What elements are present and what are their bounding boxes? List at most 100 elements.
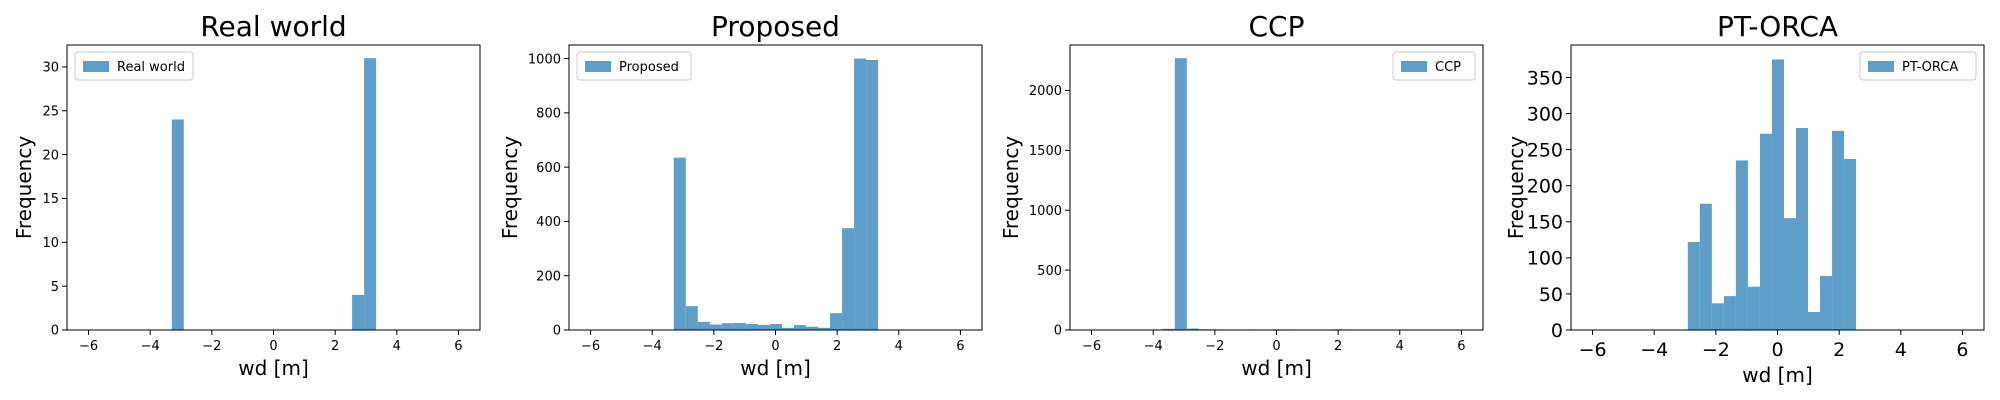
x-tick-label: 2 <box>1833 339 1845 361</box>
x-tick-label: −4 <box>1144 339 1163 354</box>
y-tick-label: 150 <box>1527 212 1563 234</box>
y-tick-label: 1500 <box>1029 144 1062 159</box>
histogram-bar <box>793 325 807 330</box>
legend-swatch <box>1868 61 1894 72</box>
y-axis-label: Frequency <box>12 136 36 239</box>
y-tick-label: 0 <box>1551 320 1563 342</box>
x-axis-label: wd [m] <box>238 356 309 380</box>
y-tick-label: 200 <box>536 269 561 284</box>
x-tick-label: −2 <box>1702 339 1730 361</box>
legend-swatch <box>1401 61 1427 72</box>
x-tick-label: 2 <box>331 339 339 354</box>
y-tick-label: 250 <box>1527 139 1563 161</box>
y-tick-label: 500 <box>1037 264 1062 279</box>
histogram-bar <box>1711 303 1724 330</box>
x-tick-label: 0 <box>771 339 779 354</box>
legend-box <box>1392 51 1476 81</box>
chart-title: Proposed <box>711 10 840 43</box>
y-tick-label: 200 <box>1527 176 1563 198</box>
plot-frame <box>1069 44 1484 331</box>
y-axis-label: Frequency <box>498 136 522 239</box>
y-tick-label: 15 <box>42 192 59 207</box>
histogram-bar <box>842 228 855 330</box>
x-tick-label: 0 <box>269 339 277 354</box>
histogram-bar <box>781 327 794 330</box>
y-tick-label: 50 <box>1539 284 1563 306</box>
x-tick-label: −6 <box>1579 339 1607 361</box>
x-tick-label: 4 <box>1396 339 1404 354</box>
histogram-bar <box>1735 160 1748 330</box>
histogram-bar <box>866 59 879 331</box>
histogram-bar <box>1844 159 1857 330</box>
x-tick-label: −6 <box>581 339 600 354</box>
y-tick-label: 10 <box>42 236 59 251</box>
y-tick-label: 1000 <box>528 52 561 67</box>
histogram-bar <box>854 58 867 330</box>
x-tick-label: 6 <box>1956 339 1968 361</box>
y-tick-label: 800 <box>536 107 561 122</box>
legend-label: CCP <box>1435 60 1461 75</box>
x-tick-label: −6 <box>1082 339 1101 354</box>
y-axis-label: Frequency <box>999 136 1023 239</box>
x-tick-label: 6 <box>1457 339 1465 354</box>
x-tick-label: −4 <box>643 339 662 354</box>
histogram-bar <box>1162 328 1175 330</box>
x-tick-label: 2 <box>1334 339 1342 354</box>
y-tick-label: 25 <box>42 104 59 119</box>
histogram-bar <box>1771 59 1784 331</box>
histogram-bar <box>1795 127 1809 330</box>
histogram-bar <box>697 321 710 330</box>
legend-label: Real world <box>117 60 185 75</box>
y-tick-label: 1000 <box>1029 204 1062 219</box>
x-tick-label: 0 <box>1771 339 1783 361</box>
x-tick-label: 4 <box>895 339 903 354</box>
x-axis-label: wd [m] <box>1742 363 1813 387</box>
histogram-bar <box>721 323 734 330</box>
histogram-bar <box>685 306 698 330</box>
histogram-bar <box>1747 286 1760 330</box>
x-tick-label: 2 <box>833 339 841 354</box>
histogram-bar <box>171 119 184 330</box>
x-tick-label: 4 <box>393 339 401 354</box>
legend-box <box>74 51 194 81</box>
chart-title: PT-ORCA <box>1717 10 1838 43</box>
y-tick-label: 350 <box>1527 67 1563 89</box>
histogram-bar <box>806 326 819 330</box>
y-tick-label: 2000 <box>1029 84 1062 99</box>
y-tick-label: 5 <box>51 280 59 295</box>
histogram-bar <box>352 294 365 330</box>
y-axis-label: Frequency <box>1504 136 1528 239</box>
histogram-bar <box>1174 58 1187 331</box>
y-tick-label: 0 <box>51 324 59 339</box>
chart-title: Real world <box>200 10 346 43</box>
chart-title: CCP <box>1249 10 1305 43</box>
legend-box <box>576 51 692 81</box>
y-tick-label: 30 <box>42 61 59 76</box>
histogram-bar <box>1687 241 1700 330</box>
y-tick-label: 400 <box>536 215 561 230</box>
histogram-bar <box>709 324 722 330</box>
x-tick-label: 4 <box>1895 339 1907 361</box>
y-tick-label: 20 <box>42 148 59 163</box>
legend-label: Proposed <box>619 60 679 75</box>
x-tick-label: 6 <box>454 339 462 354</box>
y-tick-label: 100 <box>1527 248 1563 270</box>
histogram-bar <box>1699 203 1712 330</box>
y-tick-label: 300 <box>1527 103 1563 125</box>
histogram-bar <box>757 324 770 330</box>
histogram-bar <box>1186 328 1199 330</box>
plot-frame <box>568 44 983 331</box>
histogram-bar <box>1832 130 1845 330</box>
histogram-bar <box>745 324 758 330</box>
x-axis-label: wd [m] <box>1241 356 1312 380</box>
x-tick-label: −2 <box>1205 339 1224 354</box>
legend-swatch <box>83 61 109 72</box>
x-tick-label: −2 <box>202 339 221 354</box>
x-tick-label: −2 <box>704 339 723 354</box>
y-tick-label: 0 <box>553 324 561 339</box>
y-tick-label: 0 <box>1054 324 1062 339</box>
histogram-bar <box>818 327 831 330</box>
histogram-bar <box>1820 275 1833 330</box>
plot-frame <box>66 44 481 331</box>
